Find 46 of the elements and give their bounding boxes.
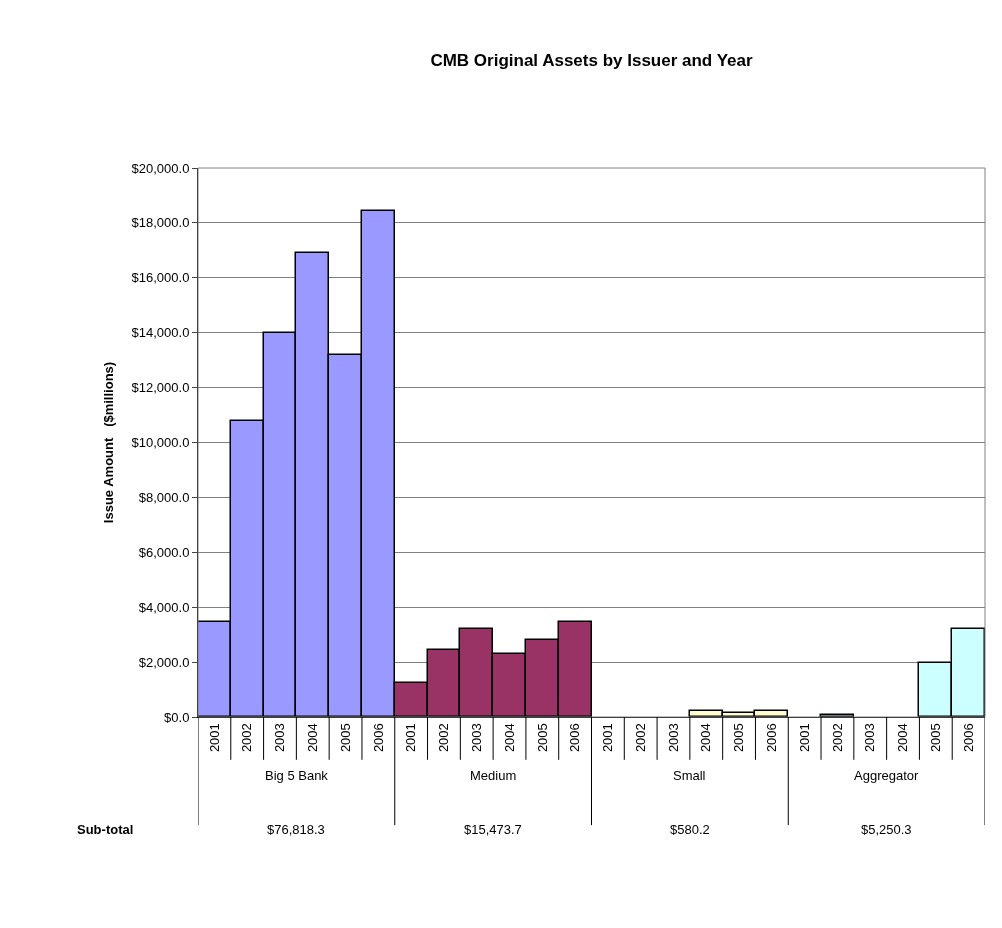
- x-tick-label: 2005: [337, 723, 353, 753]
- x-tick-label: 2002: [239, 723, 255, 753]
- y-tick-label: $8,000.0: [138, 489, 190, 505]
- y-tick-label: $10,000.0: [131, 435, 190, 451]
- text: $580.2: [670, 822, 710, 837]
- x-tick-label: 2001: [206, 723, 222, 753]
- x-tick-label: 2003: [665, 723, 681, 753]
- x-tick-label: 2005: [928, 723, 944, 753]
- x-tick-label: 2002: [829, 723, 845, 753]
- y-tick-label: $0.0: [164, 709, 190, 725]
- x-tick-label: 2001: [796, 723, 812, 753]
- y-tick-label: $18,000.0: [131, 215, 190, 231]
- y-tick-label: $6,000.0: [138, 544, 190, 560]
- text: $15,473.7: [464, 822, 522, 837]
- text: Small: [673, 768, 706, 783]
- y-tick-label: $20,000.0: [131, 160, 190, 176]
- text: Aggregator: [854, 768, 919, 783]
- x-tick-label: 2005: [731, 723, 747, 753]
- x-tick-label: 2004: [895, 723, 911, 753]
- x-tick-label: 2003: [272, 723, 288, 753]
- x-tick-label: 2002: [436, 723, 452, 753]
- x-tick-label: 2004: [501, 723, 517, 753]
- y-tick-label: $4,000.0: [138, 599, 190, 615]
- y-tick-label: $16,000.0: [131, 270, 190, 286]
- x-tick-label: 2004: [698, 723, 714, 753]
- y-axis-title: Issue Amount ($millions): [100, 361, 116, 524]
- x-tick-label: 2006: [764, 723, 780, 753]
- x-tick-label: 2001: [403, 723, 419, 753]
- text: Medium: [470, 768, 517, 783]
- x-tick-label: 2006: [567, 723, 583, 753]
- text: $76,818.3: [267, 822, 325, 837]
- chart-title: CMB Original Assets by Issuer and Year: [430, 51, 753, 71]
- text: Big 5 Bank: [265, 768, 329, 783]
- x-tick-label: 2006: [370, 723, 386, 753]
- x-tick-label: 2005: [534, 723, 550, 753]
- x-tick-label: 2002: [632, 723, 648, 753]
- x-tick-label: 2003: [468, 723, 484, 753]
- x-tick-label: 2004: [304, 723, 320, 753]
- x-tick-label: 2003: [862, 723, 878, 753]
- x-tick-label: 2006: [960, 723, 976, 753]
- y-tick-label: $2,000.0: [138, 654, 190, 670]
- y-tick-label: $12,000.0: [131, 380, 190, 396]
- x-tick-label: 2001: [600, 723, 616, 753]
- text: $5,250.3: [861, 822, 912, 837]
- text: Sub-total: [77, 822, 134, 837]
- y-tick-label: $14,000.0: [131, 325, 190, 341]
